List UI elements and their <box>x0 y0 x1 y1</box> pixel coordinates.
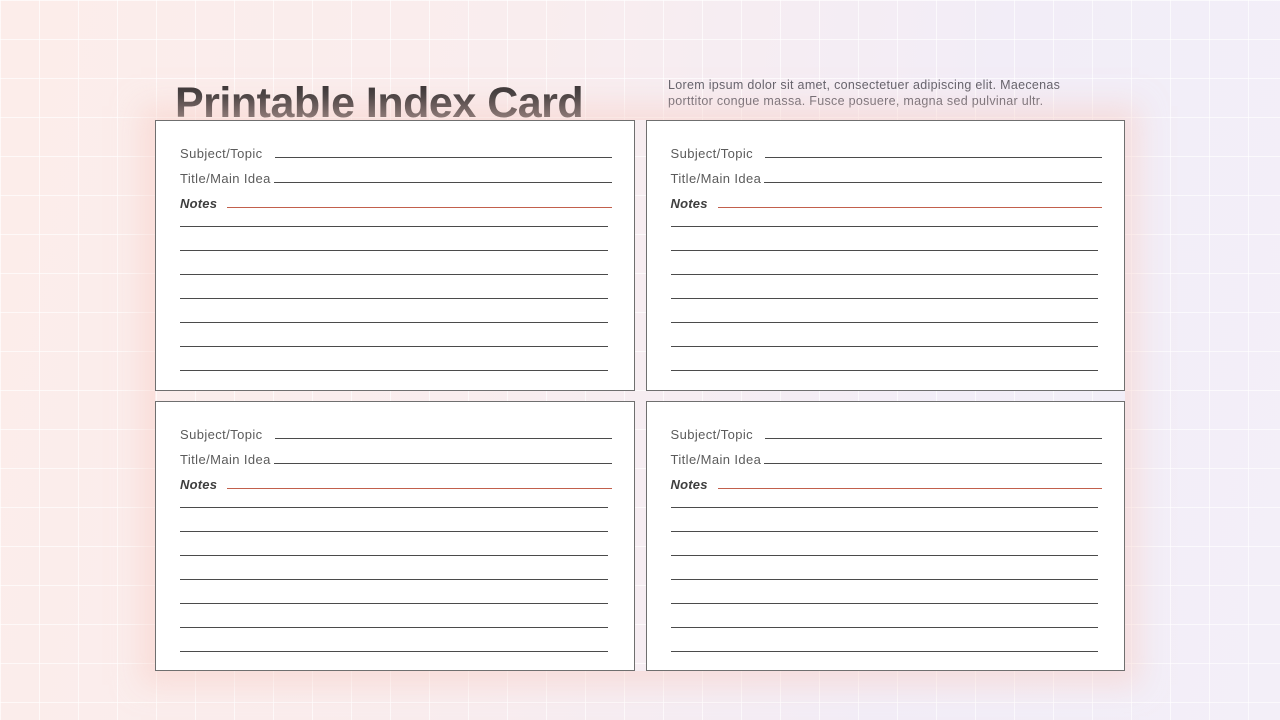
page-subtitle: Lorem ipsum dolor sit amet, consectetuer… <box>668 77 1061 108</box>
title-field: Title/Main Idea <box>670 162 1102 187</box>
notes-field: Notes <box>670 187 1102 212</box>
ruled-lines <box>180 203 608 371</box>
ruled-line <box>670 323 1098 347</box>
ruled-line <box>670 227 1098 251</box>
subject-write-line <box>274 157 612 158</box>
title-write-line <box>273 462 612 464</box>
ruled-line <box>180 484 608 508</box>
notes-label: Notes <box>670 196 708 211</box>
title-field: Title/Main Idea <box>180 162 612 187</box>
title-field: Title/Main Idea <box>180 443 612 468</box>
subject-field: Subject/Topic <box>180 137 612 162</box>
index-card-1: Subject/Topic Title/Main Idea Notes <box>155 120 635 391</box>
ruled-line <box>180 323 608 347</box>
notes-write-line <box>717 487 1102 489</box>
ruled-line <box>180 227 608 251</box>
notes-field: Notes <box>670 468 1102 493</box>
title-label: Title/Main Idea <box>670 451 762 467</box>
notes-write-line <box>227 487 612 489</box>
ruled-line <box>180 251 608 275</box>
ruled-line <box>180 203 608 227</box>
title-label: Title/Main Idea <box>180 171 271 186</box>
ruled-line <box>670 299 1098 323</box>
title-write-line <box>764 182 1102 183</box>
ruled-line <box>180 508 608 532</box>
page-title: Printable Index Card <box>175 78 584 127</box>
ruled-line <box>180 628 608 652</box>
subject-label: Subject/Topic <box>180 146 263 161</box>
ruled-lines <box>670 203 1098 371</box>
subject-field: Subject/Topic <box>670 137 1102 162</box>
notes-label: Notes <box>670 476 708 492</box>
ruled-line <box>670 203 1098 227</box>
subject-field: Subject/Topic <box>670 418 1102 443</box>
notes-field: Notes <box>180 187 612 212</box>
subject-label: Subject/Topic <box>180 426 263 442</box>
notes-field: Notes <box>180 468 612 493</box>
notes-write-line <box>717 207 1102 208</box>
subject-label: Subject/Topic <box>670 426 754 442</box>
notes-write-line <box>227 207 612 208</box>
ruled-line <box>670 251 1098 275</box>
index-card-3: Subject/Topic Title/Main Idea Notes <box>155 400 635 671</box>
subject-field: Subject/Topic <box>180 418 612 443</box>
ruled-line <box>670 628 1098 652</box>
subject-label: Subject/Topic <box>670 146 754 161</box>
title-label: Title/Main Idea <box>670 171 762 186</box>
subject-write-line <box>765 437 1102 439</box>
ruled-line <box>180 347 608 371</box>
index-cards-grid: Subject/Topic Title/Main Idea Notes Subj… <box>155 120 1125 671</box>
ruled-line <box>180 275 608 299</box>
ruled-line <box>180 604 608 628</box>
ruled-lines <box>670 484 1098 652</box>
ruled-line <box>670 580 1098 604</box>
index-card-4: Subject/Topic Title/Main Idea Notes <box>645 400 1125 671</box>
ruled-line <box>180 532 608 556</box>
ruled-line <box>670 347 1098 371</box>
ruled-line <box>180 580 608 604</box>
ruled-line <box>670 275 1098 299</box>
notes-label: Notes <box>180 196 218 211</box>
index-card-2: Subject/Topic Title/Main Idea Notes <box>645 120 1125 391</box>
subject-write-line <box>765 157 1102 158</box>
ruled-line <box>670 604 1098 628</box>
title-label: Title/Main Idea <box>180 451 271 467</box>
ruled-line <box>670 556 1098 580</box>
ruled-line <box>180 556 608 580</box>
ruled-lines <box>180 484 608 652</box>
ruled-line <box>670 484 1098 508</box>
title-write-line <box>273 182 612 183</box>
title-write-line <box>764 462 1102 464</box>
title-field: Title/Main Idea <box>670 443 1102 468</box>
subject-write-line <box>274 437 612 439</box>
ruled-line <box>670 508 1098 532</box>
ruled-line <box>180 299 608 323</box>
notes-label: Notes <box>180 476 218 492</box>
ruled-line <box>670 532 1098 556</box>
